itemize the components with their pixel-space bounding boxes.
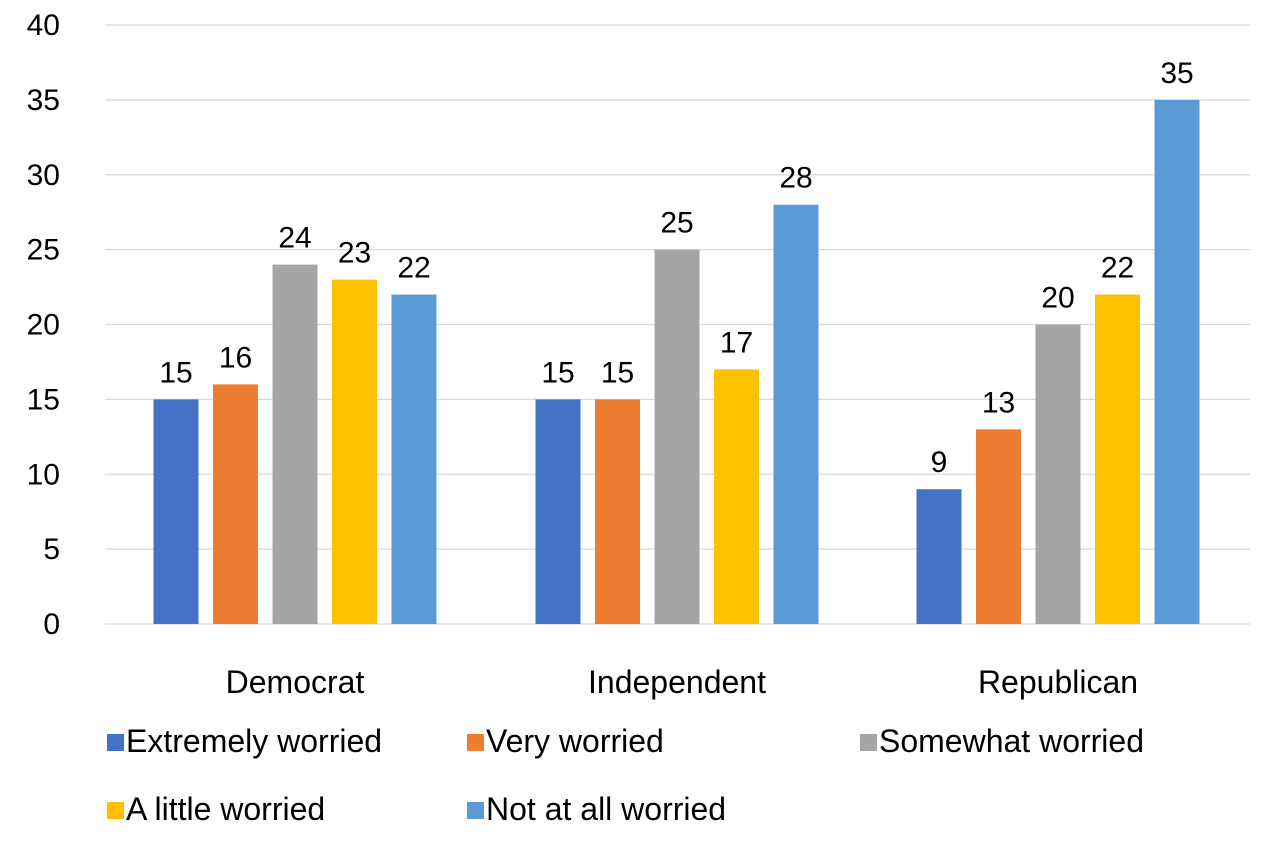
data-label: 15 [601,356,634,389]
bar [1035,324,1081,624]
legend-label: Somewhat worried [879,723,1144,759]
legend-swatch [107,802,124,819]
data-label: 20 [1041,282,1074,315]
data-label: 22 [397,252,430,285]
y-tick-label: 5 [43,533,60,566]
data-label: 15 [159,356,192,389]
legend-label: Not at all worried [486,791,726,827]
data-label: 13 [982,386,1015,419]
x-category-label: Republican [978,664,1138,700]
y-tick-label: 20 [27,309,60,342]
data-label: 9 [931,446,948,479]
y-axis-ticks: 0 5 10 15 20 25 30 35 40 [27,9,60,641]
legend: Extremely worried Very worried Somewhat wo… [107,723,1144,827]
y-tick-label: 30 [27,159,60,192]
x-category-label: Independent [588,664,766,700]
y-tick-label: 10 [27,458,60,491]
y-tick-label: 40 [27,9,60,42]
data-label: 23 [338,237,371,270]
data-label: 17 [720,326,753,359]
bar [153,399,199,624]
bar [332,279,377,624]
y-tick-label: 35 [27,84,60,117]
bar [916,489,962,624]
legend-label: A little worried [126,791,325,827]
bar [1095,294,1140,624]
data-label: 25 [660,207,693,240]
bar [654,249,700,624]
data-label: 15 [541,356,574,389]
bar [976,429,1021,624]
bar [595,399,640,624]
data-labels: 15 16 24 23 22 15 15 25 17 28 9 13 20 22 35 [159,57,1193,479]
legend-swatch [107,734,124,751]
legend-swatch [860,734,877,751]
data-label: 16 [219,341,252,374]
y-tick-label: 25 [27,234,60,267]
data-label: 28 [779,162,812,195]
bar [1154,99,1200,624]
bar [714,369,759,624]
legend-swatch [467,802,484,819]
y-tick-label: 15 [27,383,60,416]
bars [153,99,1200,624]
bar [535,399,581,624]
bar [773,204,819,624]
bar [272,264,318,624]
data-label: 22 [1101,252,1134,285]
data-label: 24 [278,222,311,255]
x-axis-categories: Democrat Independent Republican [226,664,1138,700]
data-label: 35 [1160,57,1193,90]
x-category-label: Democrat [226,664,365,700]
legend-swatch [467,734,484,751]
y-tick-label: 0 [43,608,60,641]
bar [391,294,437,624]
legend-label: Very worried [486,723,664,759]
legend-label: Extremely worried [126,723,382,759]
bar [213,384,258,624]
